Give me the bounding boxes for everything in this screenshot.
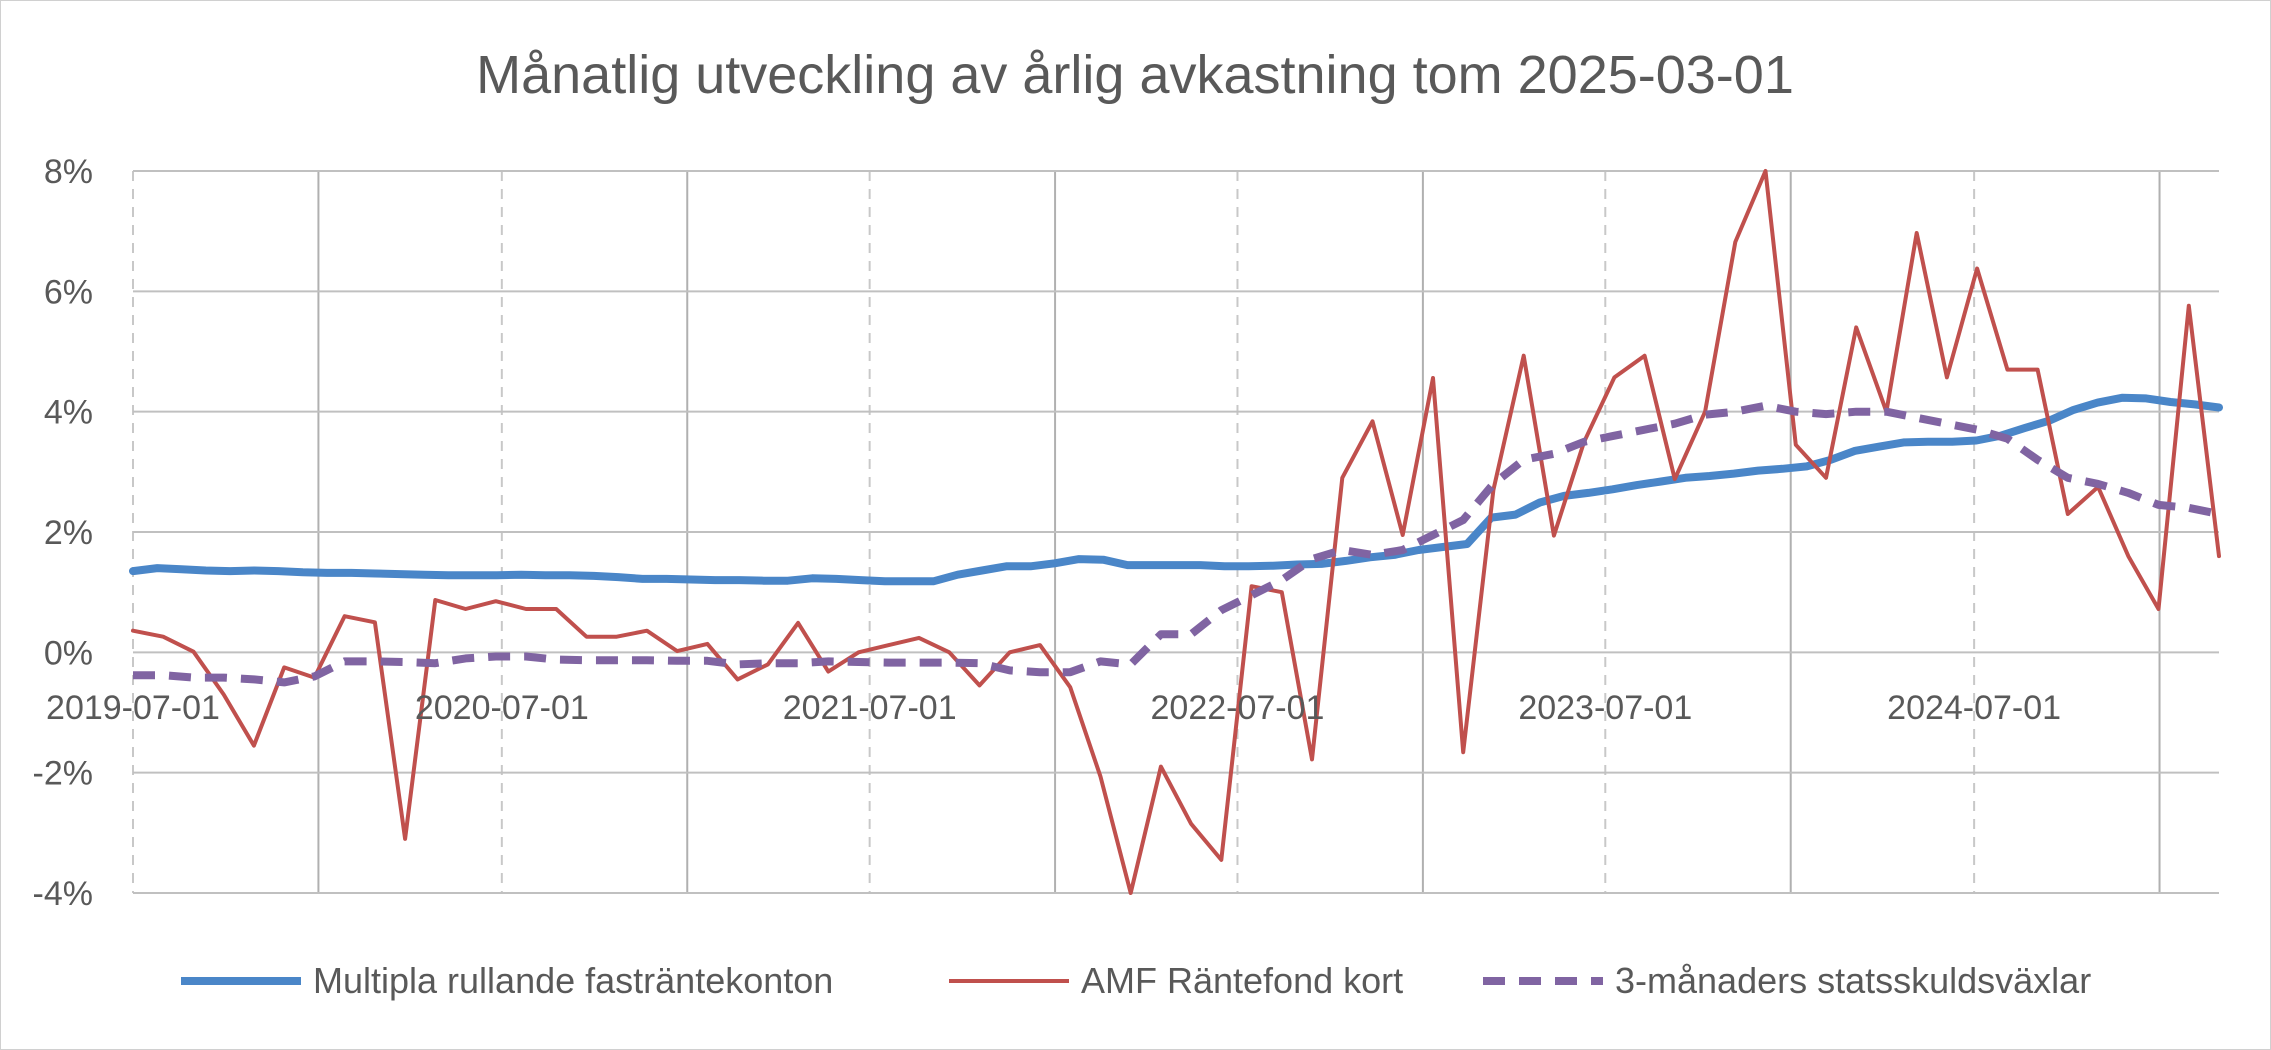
x-tick-label: 2021-07-01 xyxy=(783,689,957,727)
gridlines-horizontal xyxy=(133,170,2219,894)
y-tick-label: 0% xyxy=(44,634,93,672)
x-tick-label: 2019-07-01 xyxy=(46,689,220,727)
y-tick-label: 2% xyxy=(44,514,93,552)
legend-label: AMF Räntefond kort xyxy=(1081,960,1403,1001)
series-line-1 xyxy=(129,393,2223,586)
y-tick-label: 8% xyxy=(44,153,93,191)
series-line-2 xyxy=(131,169,2221,895)
series-line-3 xyxy=(133,401,2220,687)
y-tick-label: -4% xyxy=(33,875,93,913)
series-lines xyxy=(129,169,2223,895)
legend-label: Multipla rullande fasträntekonton xyxy=(313,960,833,1001)
x-tick-label: 2022-07-01 xyxy=(1151,689,1325,727)
x-tick-label: 2023-07-01 xyxy=(1518,689,1692,727)
y-tick-label: -2% xyxy=(33,755,93,793)
x-axis-labels: 2019-07-01 2020-07-01 2021-07-01 2022-07-01… xyxy=(46,689,2061,727)
y-tick-label: 6% xyxy=(44,273,93,311)
chart-title: Månatlig utveckling av årlig avkastning … xyxy=(476,45,1794,105)
legend: Multipla rullande fasträntekonton AMF Rän… xyxy=(181,960,2091,1001)
legend-label: 3-månaders statsskuldsväxlar xyxy=(1615,960,2091,1001)
x-tick-label: 2024-07-01 xyxy=(1887,689,2061,727)
y-axis-labels: -4% -2% 0% 2% 4% 6% 8% xyxy=(33,153,93,913)
x-tick-label: 2020-07-01 xyxy=(415,689,589,727)
y-tick-label: 4% xyxy=(44,394,93,432)
